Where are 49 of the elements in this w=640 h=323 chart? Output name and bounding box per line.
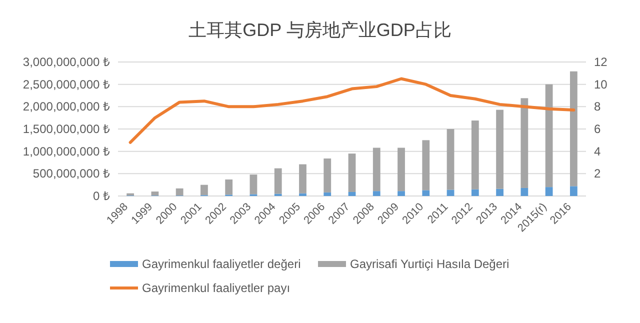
y-tick-label: 2,000,000,000 ₺ xyxy=(22,100,110,114)
bar xyxy=(348,154,356,192)
y-tick-label: 0 ₺ xyxy=(92,189,110,203)
bar xyxy=(348,192,356,196)
bar xyxy=(372,191,380,196)
y-tick-label: 1,000,000,000 ₺ xyxy=(22,144,110,158)
bar xyxy=(422,190,430,196)
bar xyxy=(520,188,528,196)
bar xyxy=(176,188,184,196)
bar xyxy=(545,187,553,196)
y-tick-label: 3,000,000,000 ₺ xyxy=(22,55,110,69)
bar xyxy=(545,84,553,188)
bar xyxy=(570,71,578,186)
bar xyxy=(299,193,306,196)
y-tick-label: 1,500,000,000 ₺ xyxy=(22,122,110,136)
y-tick-label: 500,000,000 ₺ xyxy=(32,166,110,181)
line-series xyxy=(128,77,576,144)
bar xyxy=(446,190,454,196)
bar xyxy=(496,188,504,196)
bar xyxy=(422,140,430,190)
bar xyxy=(496,110,504,189)
bar xyxy=(520,98,528,188)
y2-tick-label: 6 xyxy=(594,122,601,136)
bar xyxy=(274,168,282,194)
bar xyxy=(151,192,159,196)
bar xyxy=(446,129,454,190)
bar xyxy=(471,120,479,190)
bar xyxy=(200,184,208,196)
y-tick-label: 2,500,000,000 ₺ xyxy=(22,77,110,92)
bar xyxy=(471,189,479,196)
y2-tick-label: 10 xyxy=(594,77,608,92)
y2-tick-label: 2 xyxy=(594,166,601,181)
bar xyxy=(250,174,258,194)
bar xyxy=(225,179,233,195)
bar xyxy=(398,148,405,192)
y2-tick-label: 4 xyxy=(594,144,601,158)
bar xyxy=(324,158,332,192)
bar xyxy=(398,191,405,196)
bar xyxy=(372,148,380,192)
bar xyxy=(570,186,578,196)
legend-label: Gayrimenkul faaliyetler payı xyxy=(142,281,290,295)
legend-label: Gayrimenkul faaliyetler değeri xyxy=(142,257,301,271)
y2-tick-label: 12 xyxy=(594,55,608,69)
bar xyxy=(126,193,134,196)
legend-label: Gayrisafi Yurtiçi Hasıla Değeri xyxy=(350,257,510,271)
y2-tick-label: 8 xyxy=(594,100,601,114)
bar xyxy=(324,192,332,196)
bar xyxy=(299,164,306,194)
chart-title: 土耳其GDP 与房地产业GDP占比 xyxy=(188,20,452,40)
